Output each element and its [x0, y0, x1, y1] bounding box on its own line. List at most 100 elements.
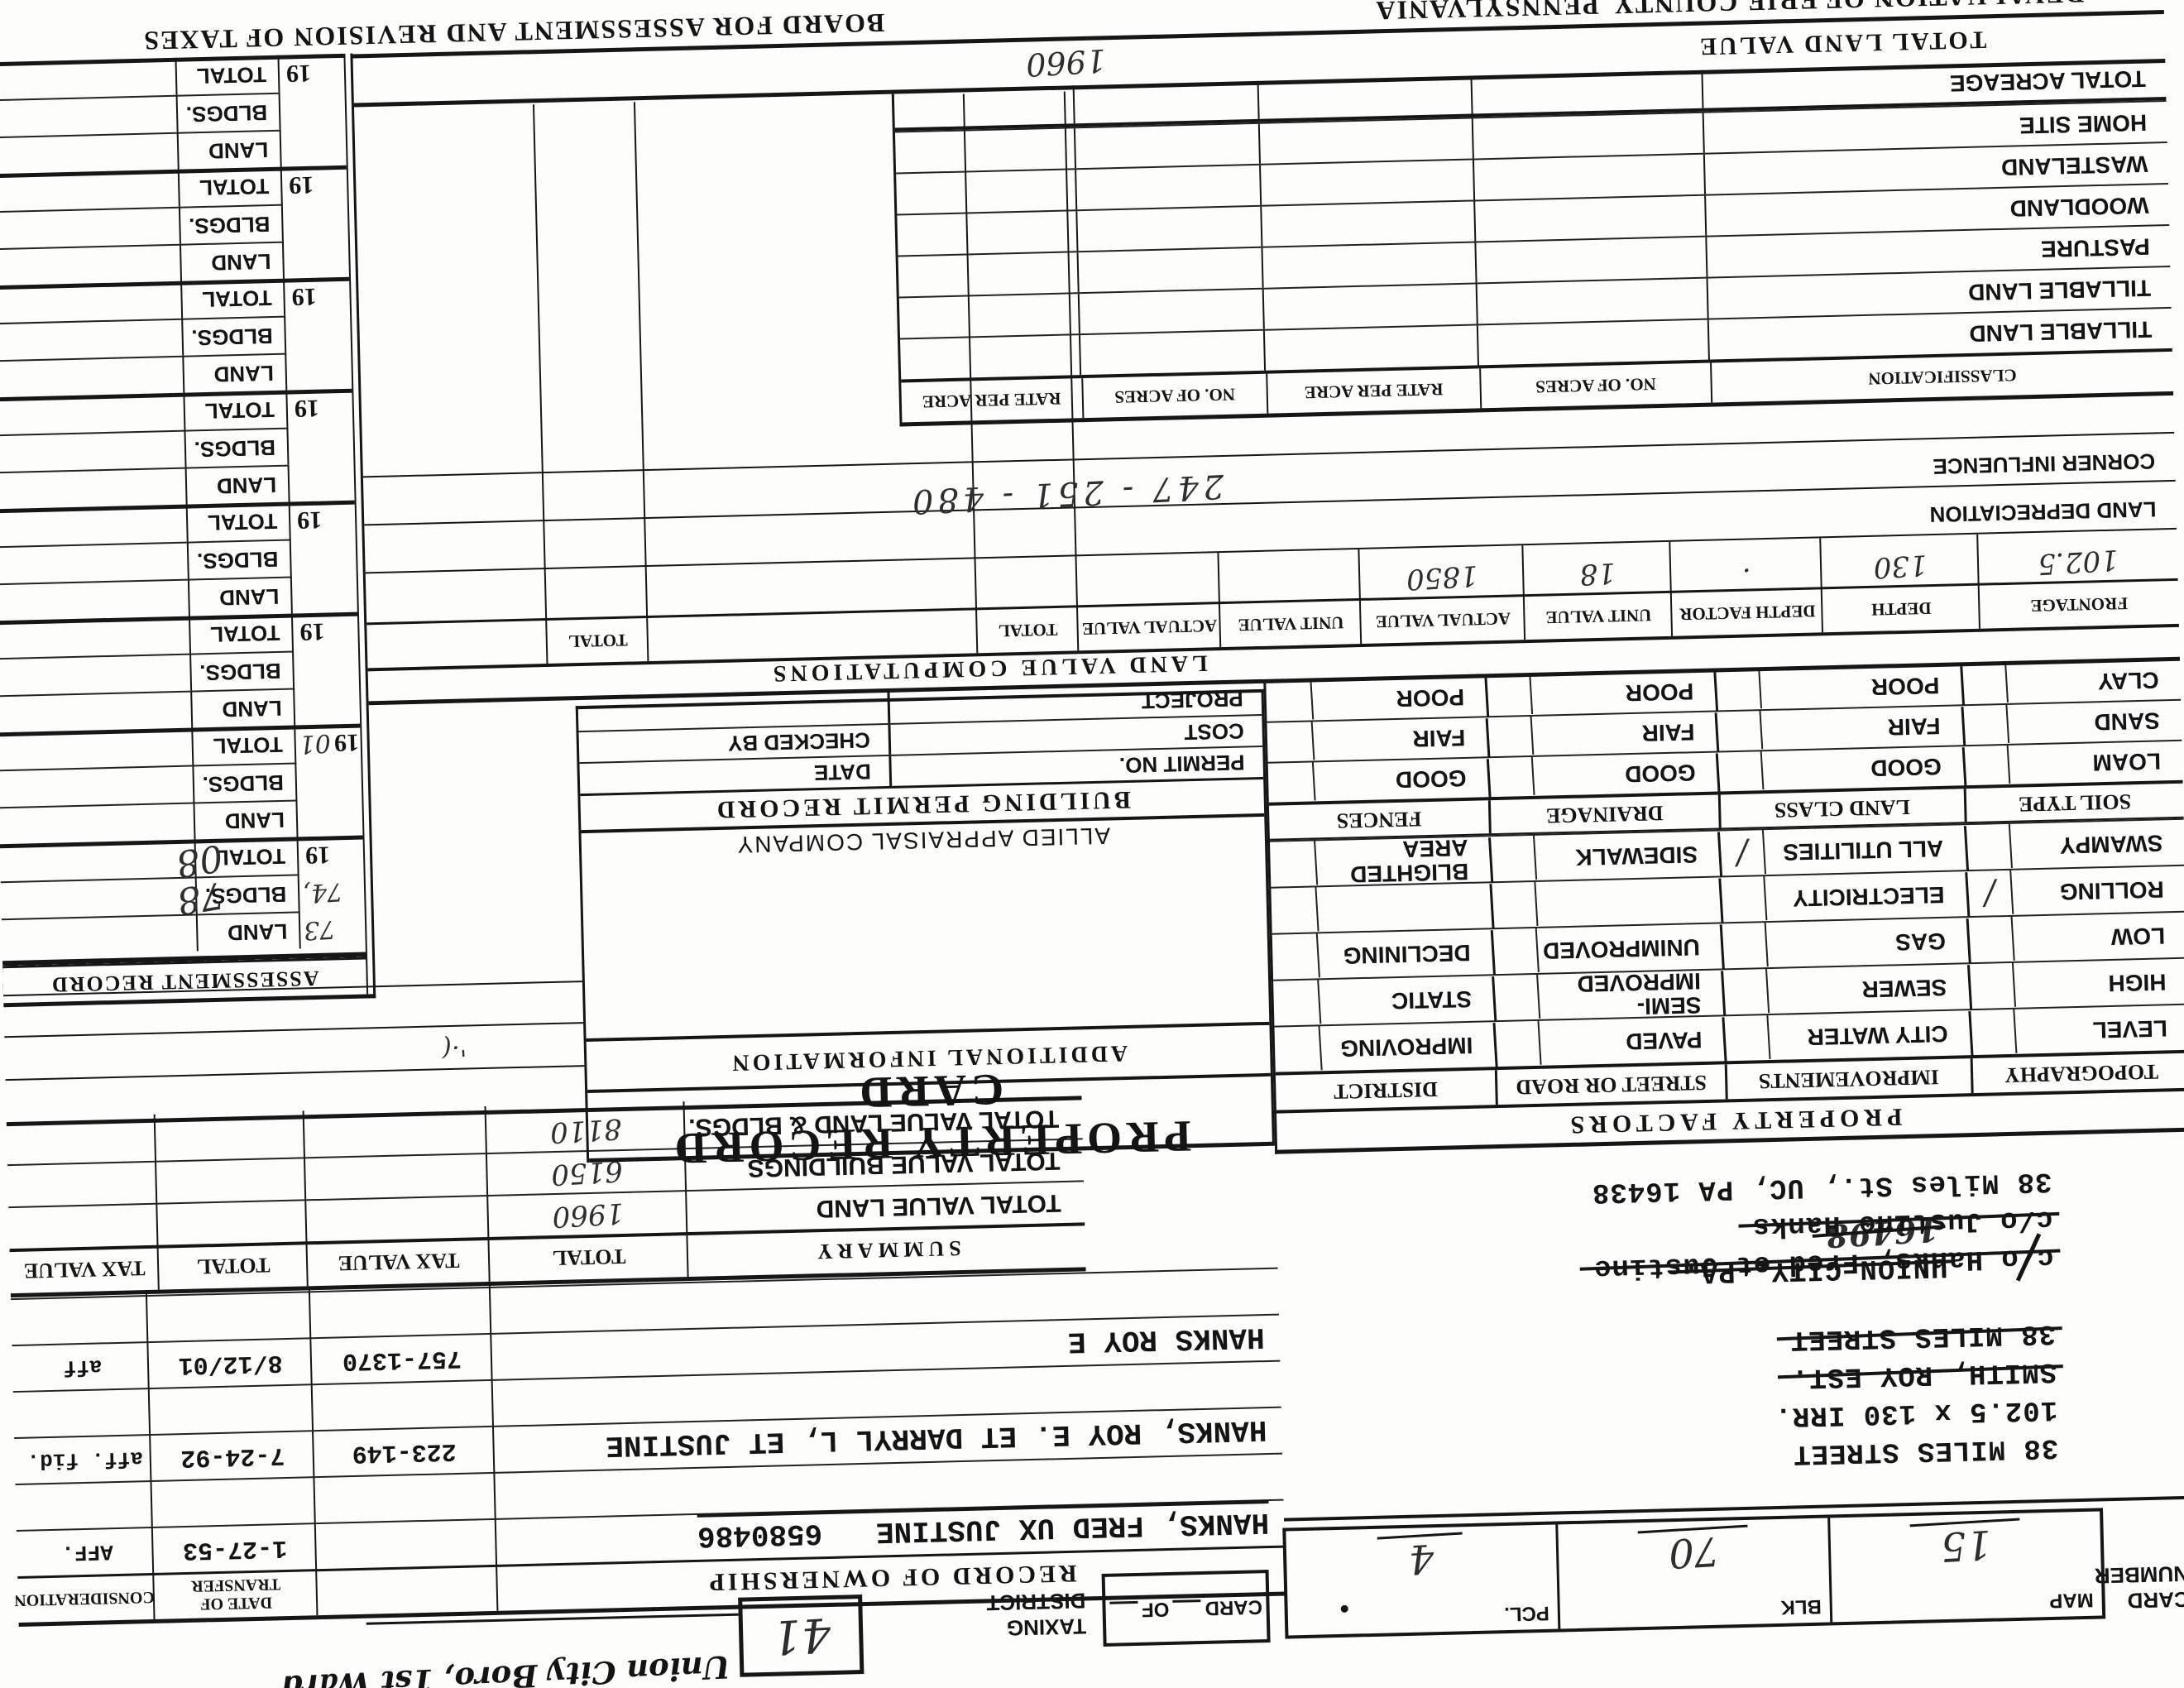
- total-value-cell: [0, 393, 184, 435]
- of-label: OF: [1141, 1598, 1170, 1621]
- map-label: MAP: [2049, 1588, 2095, 1612]
- district-checkmark: [1273, 1025, 1323, 1073]
- district-item: BLIGHTED AREA: [1349, 834, 1469, 888]
- street-checkmark: [1485, 716, 1535, 758]
- col-drainage: DRAINAGE: [1488, 794, 1719, 834]
- summary-col-tax-value: TAX VALUE: [23, 1256, 146, 1283]
- land-label: LAND: [190, 688, 296, 728]
- handwritten-depreciation-note: 247 - 251 - 480: [907, 466, 1225, 521]
- blank-area: [582, 846, 1269, 1038]
- row-rule: [364, 479, 2176, 526]
- land-label: LAND: [193, 799, 299, 840]
- street-item: FAIR: [1641, 719, 1695, 746]
- mailing-address-block: 38 MILES STREET 102.5 x 130 IRR. SMITH, …: [1406, 1158, 2058, 1479]
- street-item: SEMI-IMPROVED: [1577, 968, 1702, 1020]
- district-item: POOR: [1396, 684, 1465, 712]
- district-checkmark: [1271, 933, 1320, 981]
- total-label: TOTAL: [191, 725, 297, 765]
- bldgs-value-cell: 78: [0, 873, 227, 923]
- bldgs-value-cell: [0, 206, 180, 249]
- map-cell: MAP 15: [1827, 1511, 2103, 1623]
- land-value-cell: [0, 355, 184, 398]
- district-item: GOOD: [1395, 765, 1467, 794]
- summary-col-total: TOTAL: [196, 1253, 271, 1279]
- col-unit-value: UNIT VALUE: [1545, 605, 1652, 629]
- blk-label: BLK: [1780, 1594, 1822, 1618]
- total-value-cell: [0, 281, 181, 324]
- title-block: PROPERTY RECORD CARD ADDITIONAL INFORMAT…: [575, 682, 1275, 1174]
- no-of-acres-cell: [1076, 206, 1263, 252]
- pcl-value: 4: [1377, 1532, 1465, 1582]
- district-checkmark: [1272, 979, 1322, 1027]
- year-prefix: 19: [299, 618, 325, 646]
- col-unit-value: UNIT VALUE: [1238, 612, 1344, 636]
- land-value-computations-title: LAND VALUE COMPUTATIONS: [769, 650, 1209, 687]
- bldgs-label: BLDGS.: [181, 315, 287, 356]
- blank-rule: [4, 1022, 584, 1038]
- bldgs-label: BLDGS.: [192, 762, 298, 803]
- assessment-year-group: LAND BLDGS. 19 TOTAL: [0, 500, 357, 621]
- topography-item: SAND: [2094, 707, 2161, 736]
- col-street-or-road: STREET OR ROAD: [1495, 1064, 1726, 1105]
- street-item: POOR: [1625, 679, 1694, 707]
- improvements-checkmark: /: [1717, 829, 1767, 877]
- consideration-header: CONSIDERATION: [14, 1587, 156, 1610]
- topography-item: CLAY: [2097, 667, 2159, 695]
- map-value: 15: [1909, 1518, 2022, 1570]
- rate-per-acre-cell: [898, 294, 1080, 338]
- improvements-checkmark: [1721, 968, 1770, 1016]
- street-checkmark: [1489, 880, 1539, 929]
- improvements-checkmark: [1722, 1014, 1771, 1062]
- col-depth: DEPTH: [1870, 598, 1932, 621]
- acreage-table: CLASSIFICATION NO. OF ACRES RATE PER ACR…: [891, 59, 2174, 427]
- land-label: LAND: [179, 241, 285, 281]
- street-item: PAVED: [1625, 1026, 1703, 1055]
- total-value-cell: [0, 616, 189, 659]
- card-number-label: CARD NUMBER: [2094, 1561, 2184, 1614]
- land-value-cell: [0, 802, 194, 845]
- owner-name: HANKS ROY E: [1067, 1320, 1266, 1359]
- rate-per-acre-cell: [1265, 325, 1479, 371]
- total-label: TOTAL: [177, 166, 283, 207]
- year-prefix: 19: [288, 171, 314, 199]
- district-checkmark: [1270, 886, 1320, 934]
- street-checkmark: [1491, 927, 1540, 976]
- total-value-cell: [0, 728, 192, 770]
- year-prefix: 19: [333, 729, 360, 757]
- no-of-acres-cell: [1477, 278, 1709, 324]
- transfer-date: 7-24-92: [180, 1441, 285, 1472]
- district-checkmark: [1265, 680, 1315, 722]
- land-label: LAND: [195, 911, 301, 952]
- rate-per-acre-cell: [1261, 160, 1475, 205]
- handwritten-year: 74,: [302, 876, 343, 909]
- rate-per-acre-cell: [897, 211, 1079, 256]
- district-item: DECLINING: [1343, 939, 1471, 969]
- street-checkmark: [1488, 834, 1538, 883]
- col-depth-factor: DEPTH FACTOR: [1679, 602, 1816, 626]
- depth-factor-value: ·: [1741, 553, 1752, 587]
- topography-item: ROLLING: [2059, 876, 2165, 905]
- deed-book-page: 757-1370: [342, 1343, 462, 1375]
- total-label: TOTAL: [185, 501, 291, 542]
- handwritten-value: 08: [173, 836, 226, 885]
- transfer-date: 1-27-53: [182, 1533, 288, 1565]
- no-of-acres-cell: [1079, 289, 1265, 334]
- taxing-district-name: Union City Boro, 1st Ward: [280, 1648, 731, 1688]
- record-of-ownership-table: RECORD OF OWNERSHIP DATE OF TRANSFER CON…: [11, 1267, 1286, 1627]
- no-of-acres-cell: [1075, 165, 1262, 210]
- no-of-acres-cell: [1475, 237, 1708, 283]
- assessment-groups: 73 LAND 74, BLDGS. 78 19 TOTAL 08 LAND B…: [0, 53, 366, 957]
- pcl-label: PCL.: [1503, 1601, 1550, 1626]
- building-permit-grid: PERMIT NO. DATE COST CHECKED BY PROJECT: [578, 682, 1264, 794]
- col-frontage: FRONTAGE: [2030, 593, 2129, 616]
- assessment-year-group: LAND BLDGS. 19 TOTAL: [0, 53, 347, 175]
- no-of-acres-cell: [1478, 319, 1710, 366]
- street-item: SIDEWALK: [1574, 841, 1698, 870]
- rate-per-acre-cell: [1263, 284, 1478, 329]
- rate-per-acre-cell: [900, 335, 1081, 380]
- improvements-item: GOOD: [1870, 754, 1942, 782]
- handwritten-year: 01: [298, 727, 332, 760]
- no-of-acres-cell: [1474, 195, 1707, 242]
- improvements-checkmark: [1713, 669, 1763, 712]
